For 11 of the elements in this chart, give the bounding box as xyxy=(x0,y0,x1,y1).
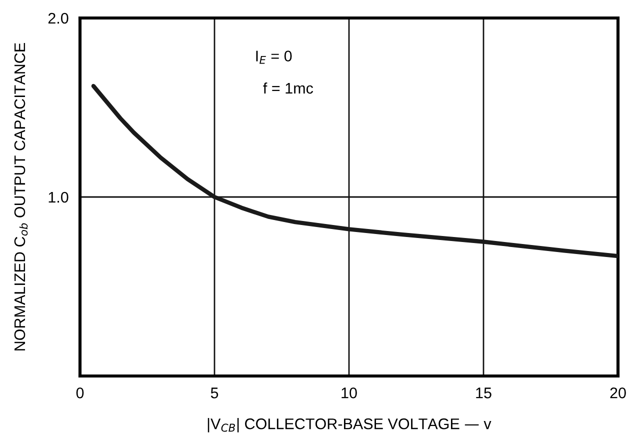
y-axis-title: NORMALIZED C$_{ob}$ OUTPUT CAPACITANCE xyxy=(14,43,28,350)
x-tick-label: 0 xyxy=(76,388,84,398)
x-axis-title: |V$_{CB}$| COLLECTOR-BASE VOLTAGE — v xyxy=(208,418,492,432)
x-tick-label: 20 xyxy=(610,388,626,398)
annotation: I$_{E}$ = 0 xyxy=(256,50,292,64)
x-tick-label: 15 xyxy=(476,388,492,398)
annotation: f = 1mc xyxy=(263,82,314,94)
y-tick-label: 1.0 xyxy=(48,192,68,203)
y-tick-label: 2.0 xyxy=(48,12,68,24)
x-tick-label: 10 xyxy=(342,388,357,398)
x-tick-label: 5 xyxy=(210,388,218,398)
